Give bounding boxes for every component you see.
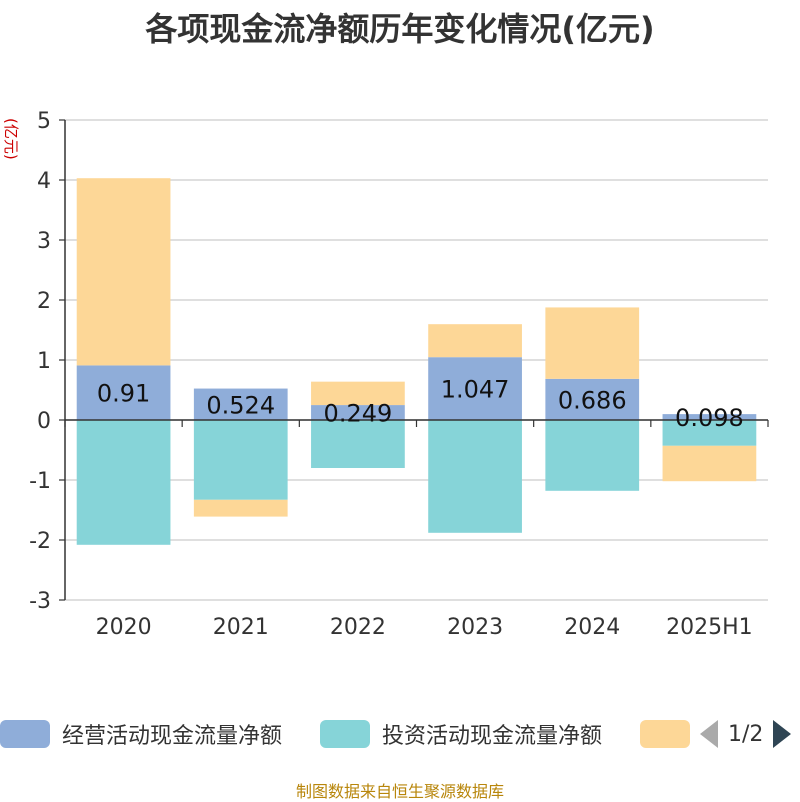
x-tick-label: 2025H1 [666,615,753,640]
x-tick-label: 2020 [96,615,152,640]
x-tick-label: 2024 [564,615,620,640]
bars [76,178,757,545]
bar-2022-series-1 [311,420,405,468]
bar-2024-series-0 [545,378,640,420]
legend-pager: 1/2 [700,716,792,752]
y-axis-label: (亿元) [2,118,20,160]
x-tick-label: 2021 [213,615,269,640]
legend-label-operating: 经营活动现金流量净额 [62,724,283,749]
axes: 5 4 3 2 1 0 -1 -2 -3 (亿元) 2020 2021 2022 2023 2024 2025… [2,109,769,640]
bar-2025H1-series-1 [662,420,757,446]
bar-2023-series-2 [428,324,522,358]
bar-2023-series-0 [428,357,522,420]
bar-2021-series-1 [193,420,288,500]
y-tick-label: 3 [37,229,51,254]
bar-2024-series-1 [545,420,640,491]
y-tick-label: 0 [37,409,51,434]
bar-chart: 5 4 3 2 1 0 -1 -2 -3 (亿元) 2020 2021 2022 2023 2024 2025… [2,109,769,640]
bar-2021-series-2 [193,499,288,517]
bar-2022-series-0 [311,405,405,420]
bar-2020-series-2 [76,178,171,366]
data-label: 0.249 [324,400,393,428]
y-tick-label: 5 [37,109,51,134]
data-label: 0.686 [558,386,627,414]
y-tick-label: 1 [37,349,51,374]
bar-2020-series-0 [76,365,171,420]
y-tick-label: 4 [37,169,51,194]
legend-item-operating[interactable]: 经营活动现金流量净额 [0,716,282,752]
bar-2020-series-1 [76,420,171,545]
data-label: 1.047 [441,376,510,404]
bar-2022-series-2 [311,381,405,406]
legend-next-arrow-icon[interactable] [773,720,792,748]
legend-item-financing[interactable] [640,716,690,752]
legend-swatch-investing [320,720,370,748]
legend-label-investing: 投资活动现金流量净额 [382,724,603,749]
bar-2025H1-series-0 [662,414,757,420]
legend-swatch-operating [0,720,50,748]
y-tick-label: -3 [29,589,51,614]
data-labels: 0.91 0.524 0.249 1.047 0.686 0.098 [97,376,744,432]
legend-page-indicator: 1/2 [728,721,764,747]
x-tick-label: 2023 [447,615,503,640]
legend-item-investing[interactable]: 投资活动现金流量净额 [320,716,602,752]
legend-swatch-financing [640,720,690,748]
bar-2025H1-series-2 [662,445,757,482]
y-tick-label: -2 [29,529,51,554]
data-label: 0.098 [675,404,744,432]
bar-2021-series-0 [193,388,288,420]
y-tick-label: -1 [29,469,51,494]
bar-2024-series-2 [545,307,640,379]
data-source-note: 制图数据来自恒生聚源数据库 [295,782,504,801]
data-label: 0.524 [206,391,275,419]
data-label: 0.91 [97,380,150,408]
bar-2023-series-1 [428,420,522,533]
legend: 经营活动现金流量净额 投资活动现金流量净额 [0,716,800,752]
chart-title: 各项现金流净额历年变化情况(亿元) [145,10,655,48]
x-tick-label: 2022 [330,615,386,640]
y-tick-label: 2 [37,289,51,314]
legend-prev-arrow-icon[interactable] [700,720,718,748]
